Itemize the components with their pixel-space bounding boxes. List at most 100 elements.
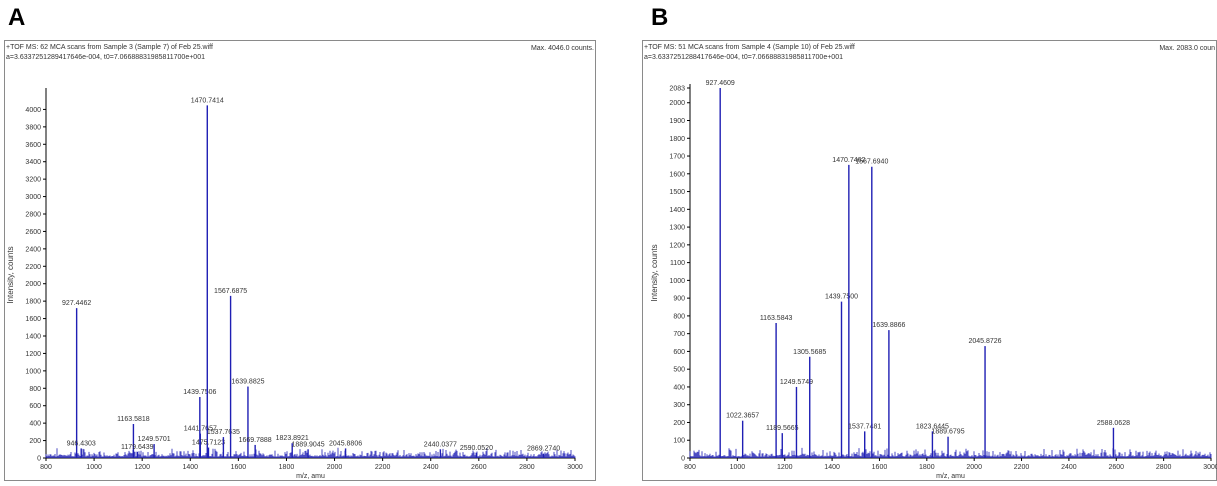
x-tick-label: 800 bbox=[684, 464, 696, 471]
peak-label: 1823.6445 bbox=[916, 423, 949, 430]
y-tick-label: 1600 bbox=[669, 171, 685, 178]
y-tick-label: 3400 bbox=[25, 159, 41, 166]
x-tick-label: 2600 bbox=[1108, 464, 1124, 471]
panel-b: +TOF MS: 51 MCA scans from Sample 4 (Sam… bbox=[642, 40, 1217, 481]
y-tick-label: 1200 bbox=[669, 242, 685, 249]
y-axis-title: Intensity, counts bbox=[6, 246, 15, 303]
chart-header-line1: +TOF MS: 62 MCA scans from Sample 3 (Sam… bbox=[6, 44, 213, 51]
y-tick-label: 1200 bbox=[25, 351, 41, 358]
chart-frame bbox=[4, 40, 596, 481]
y-tick-label: 400 bbox=[673, 384, 685, 391]
chart-max-counts: Max. 2083.0 coun bbox=[1159, 45, 1215, 52]
x-tick-label: 2600 bbox=[471, 464, 487, 471]
x-tick-label: 3000 bbox=[1203, 464, 1217, 471]
y-tick-label: 1400 bbox=[669, 207, 685, 214]
y-tick-label: 500 bbox=[673, 367, 685, 374]
y-tick-label: 1300 bbox=[669, 225, 685, 232]
peak-label: 2440.0377 bbox=[424, 441, 457, 448]
x-tick-label: 1400 bbox=[182, 464, 198, 471]
y-tick-label: 2000 bbox=[669, 100, 685, 107]
peak-label: 1470.7414 bbox=[191, 97, 224, 104]
y-tick-label: 2800 bbox=[25, 212, 41, 219]
y-tick-label: 2400 bbox=[25, 246, 41, 253]
x-tick-label: 2200 bbox=[1014, 464, 1030, 471]
y-tick-label: 3800 bbox=[25, 124, 41, 131]
x-axis-title: m/z, amu bbox=[296, 473, 325, 480]
y-tick-label: 800 bbox=[673, 313, 685, 320]
chart-max-counts: Max. 4046.0 counts. bbox=[531, 45, 594, 52]
y-tick-label: 1900 bbox=[669, 118, 685, 125]
x-tick-label: 2200 bbox=[375, 464, 391, 471]
peak-label: 1537.7635 bbox=[207, 429, 240, 436]
peak-label: 2588.0628 bbox=[1097, 420, 1130, 427]
peak-label: 2869.2740 bbox=[527, 446, 560, 453]
peak-label: 1567.6875 bbox=[214, 288, 247, 295]
y-tick-label: 600 bbox=[673, 349, 685, 356]
x-tick-label: 1600 bbox=[231, 464, 247, 471]
y-tick-label: 1000 bbox=[25, 368, 41, 375]
y-tick-label: 100 bbox=[673, 438, 685, 445]
y-axis-title: Intensity, counts bbox=[650, 244, 659, 301]
y-tick-label: 800 bbox=[29, 386, 41, 393]
peak-label: 1179.6439 bbox=[121, 444, 154, 451]
peak-label: 1439.7506 bbox=[183, 389, 216, 396]
x-tick-label: 2000 bbox=[327, 464, 343, 471]
y-tick-label: 3000 bbox=[25, 194, 41, 201]
x-tick-label: 2800 bbox=[1156, 464, 1172, 471]
y-tick-label: 1100 bbox=[670, 260, 685, 267]
y-tick-label: 900 bbox=[673, 296, 685, 303]
x-tick-label: 800 bbox=[40, 464, 52, 471]
peak-label: 1639.8866 bbox=[872, 322, 905, 329]
y-tick-label: 400 bbox=[29, 421, 41, 428]
y-tick-label: 1600 bbox=[25, 316, 41, 323]
y-tick-label: 1500 bbox=[669, 189, 685, 196]
spectrum-chart-b: +TOF MS: 51 MCA scans from Sample 4 (Sam… bbox=[642, 40, 1217, 481]
y-tick-label: 1400 bbox=[25, 334, 41, 341]
y-tick-label: 300 bbox=[673, 402, 685, 409]
peak-label: 1189.5665 bbox=[766, 425, 799, 432]
y-tick-label: 2000 bbox=[25, 281, 41, 288]
peak-label: 927.4462 bbox=[62, 300, 91, 307]
x-tick-label: 1400 bbox=[824, 464, 840, 471]
peak-label: 1639.8825 bbox=[231, 379, 264, 386]
chart-header-line2: a=3.6337251288417646e-004, t0=7.06688831… bbox=[644, 54, 843, 61]
peak-label: 1163.5818 bbox=[117, 416, 150, 423]
peak-label: 1537.7481 bbox=[848, 423, 881, 430]
x-tick-label: 1000 bbox=[86, 464, 102, 471]
panel-a: +TOF MS: 62 MCA scans from Sample 3 (Sam… bbox=[4, 40, 596, 481]
y-tick-label: 0 bbox=[37, 456, 41, 463]
peak-label: 1305.5685 bbox=[793, 349, 826, 356]
y-tick-label: 3200 bbox=[25, 177, 41, 184]
y-tick-label: 1800 bbox=[669, 136, 685, 143]
baseline-noise bbox=[689, 447, 1212, 458]
y-tick-label: 0 bbox=[681, 456, 685, 463]
x-tick-label: 2400 bbox=[1061, 464, 1077, 471]
peak-label: 1669.7888 bbox=[239, 437, 272, 444]
x-tick-label: 1800 bbox=[279, 464, 295, 471]
y-tick-label: 2600 bbox=[25, 229, 41, 236]
y-tick-label: 1000 bbox=[669, 278, 685, 285]
y-tick-label: 600 bbox=[29, 403, 41, 410]
peak-label: 1567.6940 bbox=[855, 159, 888, 166]
y-tick-label: 200 bbox=[673, 420, 685, 427]
x-tick-label: 1000 bbox=[730, 464, 746, 471]
x-tick-label: 1600 bbox=[872, 464, 888, 471]
y-tick-label: 2200 bbox=[25, 264, 41, 271]
peak-label: 1475.7123 bbox=[192, 440, 225, 447]
x-tick-label: 2800 bbox=[519, 464, 535, 471]
baseline-noise bbox=[45, 447, 576, 458]
peak-label: 1889.6795 bbox=[932, 429, 965, 436]
y-tick-label: 1800 bbox=[25, 299, 41, 306]
x-tick-label: 1200 bbox=[134, 464, 150, 471]
spectrum-chart-a: +TOF MS: 62 MCA scans from Sample 3 (Sam… bbox=[4, 40, 596, 481]
peak-label: 1249.5701 bbox=[138, 436, 171, 443]
peak-label: 2045.8726 bbox=[968, 338, 1001, 345]
y-tick-label: 700 bbox=[673, 331, 685, 338]
x-tick-label: 1800 bbox=[919, 464, 935, 471]
x-tick-label: 2400 bbox=[423, 464, 439, 471]
peak-label: 2590.0520 bbox=[460, 445, 493, 452]
x-axis-title: m/z, amu bbox=[936, 473, 965, 480]
peak-label: 1470.7462 bbox=[832, 157, 865, 164]
y-tick-label: 2083 bbox=[669, 86, 685, 93]
x-tick-label: 3000 bbox=[567, 464, 583, 471]
